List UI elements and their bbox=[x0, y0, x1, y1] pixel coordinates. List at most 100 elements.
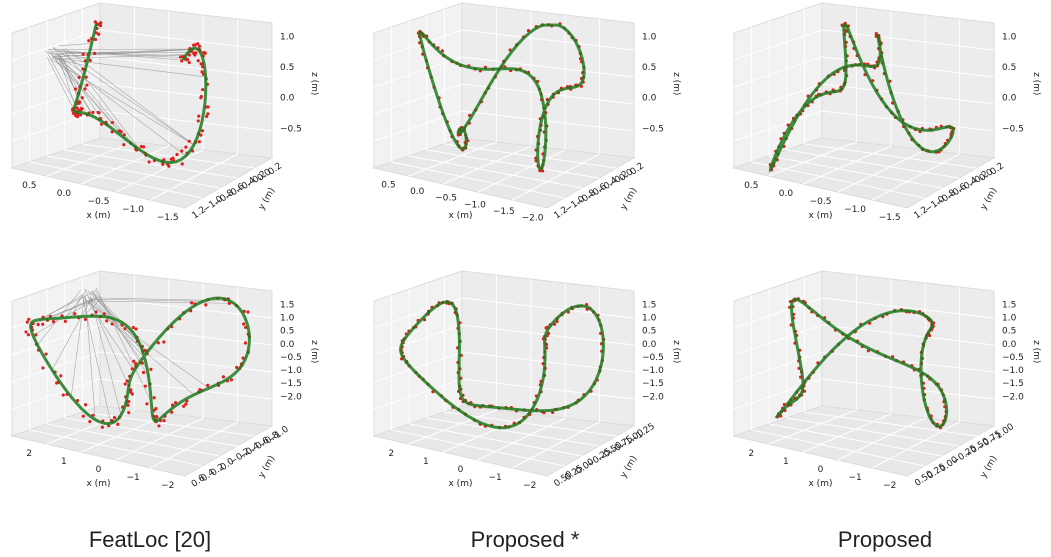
estimated-point bbox=[125, 379, 129, 383]
estimated-point bbox=[190, 301, 194, 305]
pane-grid bbox=[733, 324, 995, 356]
z-tick-label: −1.5 bbox=[642, 379, 664, 389]
x-tick-label: −2 bbox=[523, 481, 536, 491]
z-tick-label: 1.5 bbox=[642, 301, 656, 311]
estimated-point bbox=[110, 322, 114, 326]
floor-pane bbox=[372, 405, 636, 477]
pane-grid bbox=[751, 161, 925, 199]
pane-grid bbox=[443, 413, 531, 453]
pane-grid bbox=[64, 417, 238, 447]
pane-grid bbox=[426, 149, 600, 179]
z-tick-label: 1.5 bbox=[280, 301, 294, 311]
x-tick-label: 0.0 bbox=[779, 189, 794, 199]
floor-pane bbox=[10, 137, 274, 209]
error-line bbox=[56, 49, 184, 61]
x-axis-label: x (m) bbox=[449, 211, 473, 221]
estimated-point bbox=[185, 58, 189, 62]
error-line bbox=[84, 288, 130, 387]
x-tick-label: 0.5 bbox=[381, 180, 395, 190]
z-tick-label: −1.5 bbox=[280, 379, 302, 389]
z-axis-label: z (m) bbox=[309, 72, 319, 95]
z-axis-label: z (m) bbox=[671, 72, 681, 95]
estimated-point bbox=[88, 419, 92, 424]
pane-grid bbox=[769, 423, 942, 457]
floor-pane bbox=[732, 137, 996, 209]
z-tick-label: −0.5 bbox=[280, 353, 302, 363]
estimated-point bbox=[162, 340, 166, 344]
z-tick-label: −0.5 bbox=[642, 124, 664, 134]
x-tick-label: −1 bbox=[488, 473, 501, 483]
z-tick-label: 0.5 bbox=[642, 63, 656, 73]
estimated-point bbox=[221, 375, 226, 379]
pane-grid bbox=[11, 351, 273, 383]
x-tick-label: 0.5 bbox=[22, 181, 36, 191]
x-tick-label: −1 bbox=[848, 473, 861, 483]
pane-grid bbox=[803, 413, 891, 453]
pane-grid bbox=[409, 423, 582, 457]
y-axis-label: y (m) bbox=[979, 454, 1000, 480]
pane-grid bbox=[373, 324, 635, 356]
estimated-point bbox=[134, 327, 138, 331]
estimated-point bbox=[94, 310, 98, 314]
z-tick-label: −1.5 bbox=[1002, 379, 1024, 389]
pane-grid bbox=[11, 83, 273, 115]
estimated-point bbox=[26, 333, 31, 337]
x-tick-label: −1.0 bbox=[464, 200, 486, 210]
x-tick-label: −0.5 bbox=[88, 197, 110, 207]
back-pane bbox=[821, 270, 995, 427]
pane-grid bbox=[872, 153, 960, 201]
pane-grid bbox=[837, 149, 926, 193]
estimated-point bbox=[77, 75, 81, 80]
estimated-point bbox=[129, 388, 133, 392]
floor-pane bbox=[372, 137, 636, 209]
y-axis-label: y (m) bbox=[619, 454, 640, 480]
pane-grid bbox=[150, 421, 238, 469]
pane-grid bbox=[733, 110, 995, 142]
estimated-point bbox=[193, 43, 197, 47]
ground-truth-path bbox=[774, 297, 949, 428]
pane-grid bbox=[803, 145, 891, 185]
estimated-point bbox=[123, 382, 127, 386]
x-tick-label: −0.5 bbox=[435, 194, 457, 204]
estimated-point bbox=[24, 330, 28, 334]
z-tick-label: 0.5 bbox=[642, 327, 656, 337]
estimated-point bbox=[129, 390, 133, 394]
x-tick-label: −1.5 bbox=[879, 213, 901, 223]
z-tick-label: 0.5 bbox=[280, 327, 294, 337]
pane-grid bbox=[47, 155, 220, 189]
estimated-point bbox=[180, 149, 184, 153]
pane-grid bbox=[512, 421, 600, 469]
y-axis-label: y (m) bbox=[257, 454, 278, 480]
estimated-point bbox=[123, 327, 127, 331]
estimated-point bbox=[196, 119, 200, 123]
estimated-point bbox=[112, 416, 117, 420]
x-tick-label: −1.5 bbox=[493, 207, 515, 217]
pane-grid bbox=[444, 143, 617, 169]
pane-grid bbox=[769, 155, 942, 189]
error-line bbox=[87, 290, 140, 343]
pane-grid bbox=[11, 378, 273, 410]
y-axis-label: y (m) bbox=[257, 186, 278, 212]
x-tick-label: −2.0 bbox=[522, 214, 544, 224]
error-line bbox=[51, 297, 93, 371]
plot-panel: 0.50.0−0.5−1.0−1.5x (m) 1.2−1.0−0.8−0.6−0… bbox=[732, 2, 1041, 223]
z-tick-label: −0.5 bbox=[642, 353, 664, 363]
estimated-point bbox=[179, 55, 183, 59]
estimated-point bbox=[192, 51, 197, 56]
pane-grid bbox=[46, 141, 135, 177]
pane-grid bbox=[408, 141, 497, 177]
estimated-point bbox=[204, 303, 208, 307]
estimated-point bbox=[200, 129, 205, 133]
x-tick-label: 0.0 bbox=[410, 187, 425, 197]
error-line bbox=[51, 57, 206, 78]
estimated-point bbox=[83, 403, 88, 407]
pane-grid bbox=[477, 417, 566, 461]
z-tick-label: −2.0 bbox=[280, 392, 302, 402]
pane-grid bbox=[373, 83, 635, 115]
pane-grid bbox=[768, 409, 857, 445]
estimated-point bbox=[83, 317, 88, 321]
estimated-point bbox=[83, 87, 87, 91]
error-line bbox=[57, 54, 76, 106]
pane-grid bbox=[751, 429, 925, 467]
pane-grid bbox=[29, 429, 203, 467]
